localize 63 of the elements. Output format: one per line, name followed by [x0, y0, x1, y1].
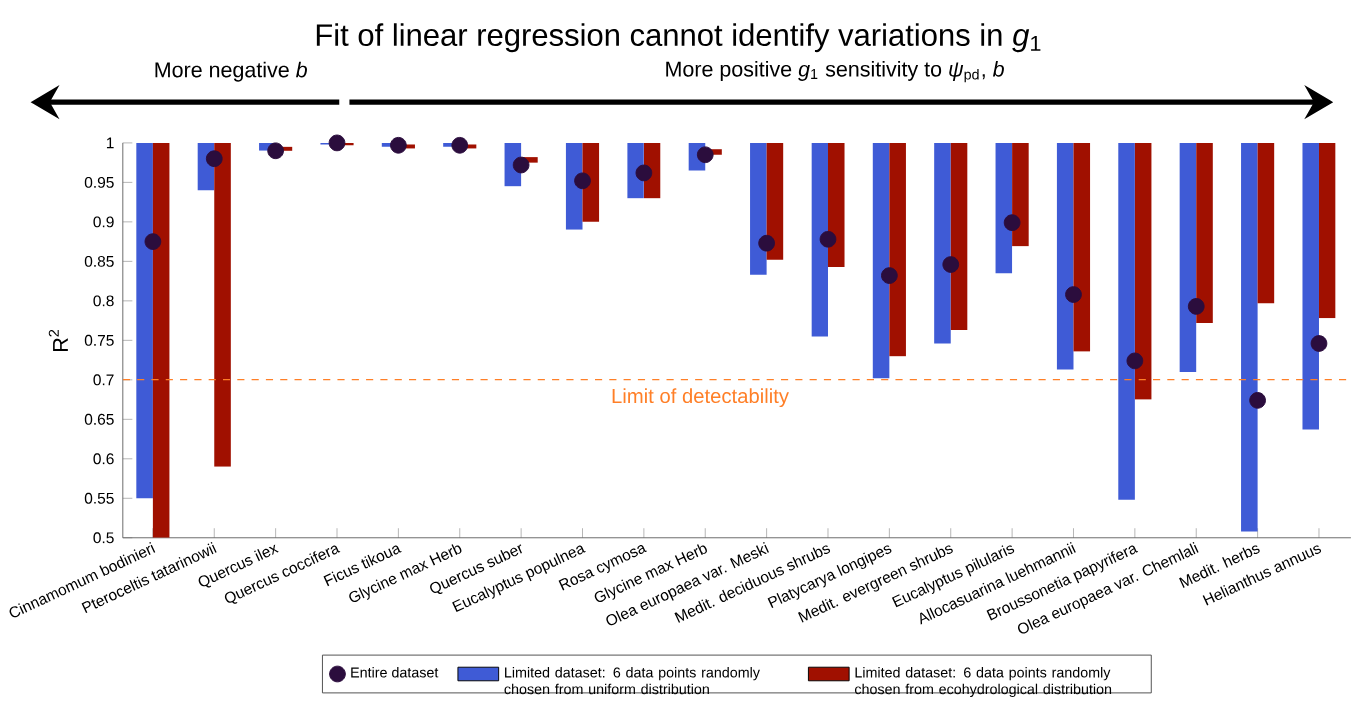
y-tick-label: 0.95 — [84, 176, 114, 188]
bar — [136, 142, 153, 499]
y-tick-label: 0.75 — [84, 334, 114, 346]
bar — [766, 142, 784, 260]
bar — [565, 142, 583, 230]
bar — [214, 142, 231, 467]
bar — [750, 142, 767, 275]
bar — [1134, 142, 1152, 400]
y-tick-label: 0.7 — [93, 374, 114, 386]
bar — [1196, 142, 1213, 323]
point — [205, 150, 223, 168]
chart-title: Fit of linear regression cannot identify variations in g$_{1}$ — [316, 23, 1041, 53]
y-tick-label: 0.65 — [84, 413, 114, 425]
bar — [1012, 142, 1029, 247]
bar — [1302, 142, 1319, 430]
point — [942, 256, 960, 273]
point — [1126, 352, 1144, 370]
bar — [1257, 142, 1275, 304]
y-axis-title: R$^{2}$ — [48, 329, 68, 351]
point — [696, 146, 714, 164]
legend-label: Limited dataset: 6 data points randomly chosen from ecohydrological distribution — [854, 667, 1112, 698]
bar — [827, 142, 845, 267]
y-tick-label: 0.6 — [93, 453, 114, 465]
y-tick-label: 1 — [106, 137, 114, 149]
text: More positive g$_{1}$ sensitivity to ψ$_{pd}$, b — [666, 60, 1004, 83]
bar — [1073, 142, 1091, 352]
point — [1249, 392, 1266, 409]
y-tick-label: 0.55 — [84, 492, 114, 504]
ref-line-label: Limit of detectability — [612, 388, 789, 408]
point — [574, 172, 591, 190]
y-tick-label: 0.5 — [93, 532, 114, 544]
bar — [950, 142, 968, 331]
point — [758, 234, 775, 252]
bar — [152, 142, 170, 538]
point — [512, 156, 530, 174]
bar — [995, 142, 1013, 274]
y-tick-label: 0.8 — [93, 295, 114, 307]
point — [1310, 335, 1328, 352]
bar — [811, 142, 828, 337]
bar — [1318, 142, 1336, 319]
point — [1065, 286, 1082, 303]
legend-label: Entire dataset — [351, 667, 439, 678]
bar — [889, 142, 906, 357]
y-tick-label: 0.85 — [84, 255, 114, 267]
y-tick-label: 0.9 — [93, 216, 114, 228]
legend-label: Limited dataset: 6 data points randomly chosen from uniform distribution — [504, 667, 760, 695]
point — [1003, 214, 1021, 232]
point — [328, 134, 346, 152]
point — [881, 267, 898, 284]
point — [267, 142, 284, 160]
point — [144, 233, 162, 250]
point — [390, 136, 407, 154]
text: More negative b — [155, 61, 307, 82]
bar — [1241, 142, 1258, 532]
bar — [934, 142, 951, 344]
point — [819, 230, 837, 248]
point — [1187, 298, 1205, 315]
point — [451, 136, 469, 154]
point — [635, 164, 653, 182]
bar — [1179, 142, 1197, 372]
bar — [1056, 142, 1074, 370]
bar — [872, 142, 890, 379]
bar — [1118, 142, 1135, 500]
